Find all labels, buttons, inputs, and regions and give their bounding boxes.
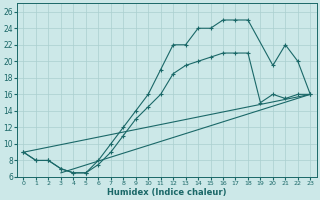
X-axis label: Humidex (Indice chaleur): Humidex (Indice chaleur) bbox=[107, 188, 227, 197]
